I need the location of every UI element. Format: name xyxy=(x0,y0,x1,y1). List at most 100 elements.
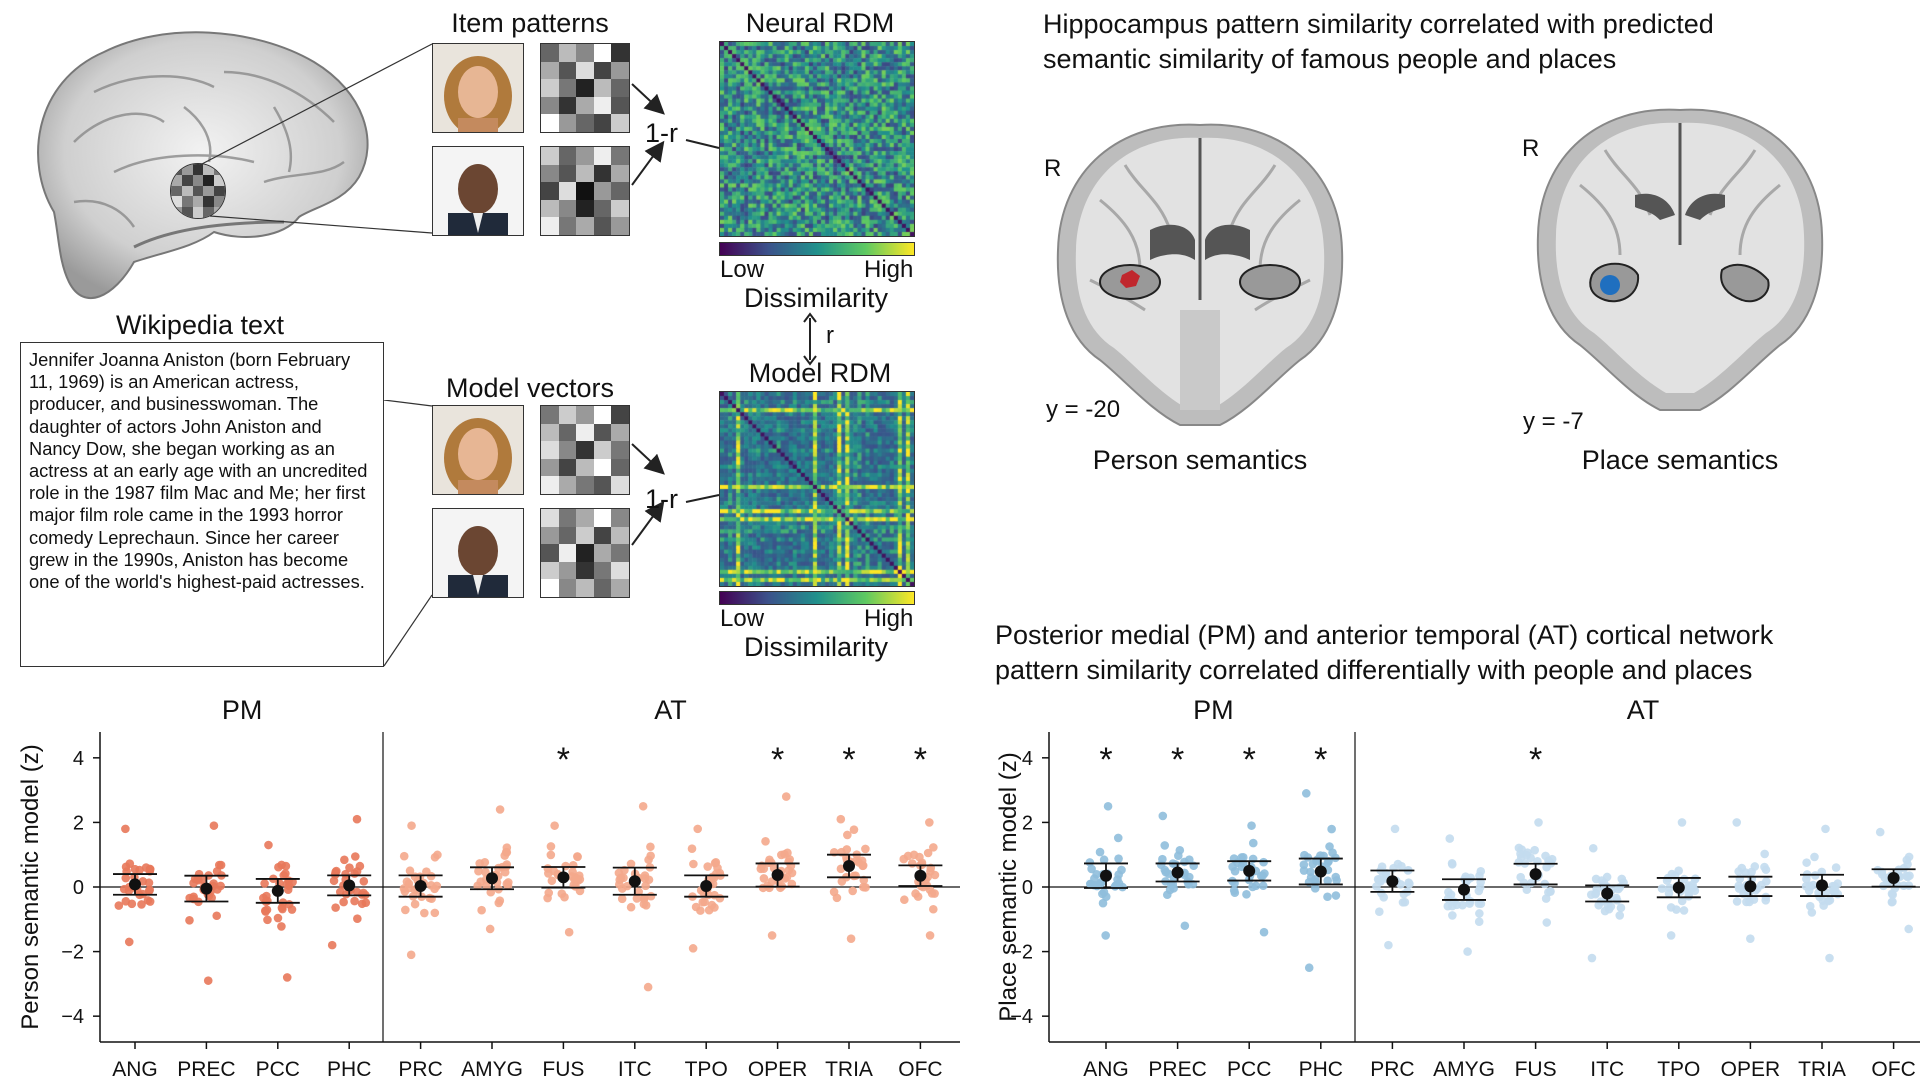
data-point xyxy=(700,897,709,907)
data-point xyxy=(1534,818,1543,827)
x-tick-label: ITC xyxy=(1590,1058,1624,1080)
data-point xyxy=(1616,903,1626,913)
data-point xyxy=(1474,886,1484,896)
data-point xyxy=(644,875,654,885)
mean-marker xyxy=(1529,868,1542,881)
data-point xyxy=(781,792,791,801)
y-tick-label: −2 xyxy=(61,942,84,964)
data-point xyxy=(114,901,124,910)
orientation-label-left: R xyxy=(1044,155,1062,182)
data-point xyxy=(1829,888,1839,897)
data-point xyxy=(495,805,505,814)
model-rdm-label: Model RDM xyxy=(748,358,892,388)
data-point xyxy=(632,894,642,903)
data-point xyxy=(1384,940,1393,950)
mean-marker xyxy=(414,880,427,893)
one-minus-r-top: 1-r xyxy=(645,118,678,148)
x-tick-label: PREC xyxy=(1148,1058,1206,1080)
data-point xyxy=(1888,897,1897,906)
group-label-pm: PM xyxy=(222,695,263,725)
data-point xyxy=(1904,924,1913,934)
category-amyg xyxy=(470,805,514,934)
data-point xyxy=(547,876,557,886)
mean-marker xyxy=(914,869,927,882)
data-point xyxy=(777,850,786,860)
data-point xyxy=(1530,845,1540,855)
data-point xyxy=(278,904,287,914)
data-point xyxy=(425,893,434,903)
x-tick-label: OFC xyxy=(1871,1058,1915,1080)
category-ofc xyxy=(1871,827,1916,934)
data-point xyxy=(1761,896,1771,905)
data-point xyxy=(1476,899,1486,909)
group-label-at: AT xyxy=(1627,695,1660,725)
correlation-arrow xyxy=(803,312,817,366)
data-point xyxy=(1677,818,1687,827)
data-point xyxy=(1734,881,1744,891)
data-point xyxy=(1259,857,1268,867)
data-point xyxy=(1825,953,1834,963)
x-tick-label: PREC xyxy=(177,1058,235,1080)
data-point xyxy=(1323,858,1333,867)
data-point xyxy=(284,876,293,885)
data-point xyxy=(1474,917,1484,927)
y-tick-label: 4 xyxy=(73,748,84,770)
data-point xyxy=(573,852,582,862)
mean-marker xyxy=(771,869,784,882)
data-point xyxy=(1092,869,1101,879)
mean-marker xyxy=(200,882,213,895)
data-point xyxy=(1405,879,1414,889)
colorbar-model xyxy=(719,591,915,605)
data-point xyxy=(689,859,698,869)
data-point xyxy=(420,908,429,918)
data-point xyxy=(1606,902,1616,911)
data-point xyxy=(1447,901,1457,911)
category-prec xyxy=(184,821,229,985)
wikipedia-paragraph: Jennifer Joanna Aniston (born February 1… xyxy=(20,342,384,667)
slice-label-right: y = -7 xyxy=(1523,408,1584,435)
data-point xyxy=(1665,883,1674,893)
category-oper xyxy=(755,792,800,940)
data-point xyxy=(185,893,194,903)
data-point xyxy=(1458,900,1467,910)
data-point xyxy=(144,878,154,888)
data-point xyxy=(212,911,222,921)
hippocampus-title-line1: Hippocampus pattern similarity correlate… xyxy=(1043,9,1714,39)
data-point xyxy=(1400,897,1410,907)
data-point xyxy=(1517,845,1526,854)
data-point xyxy=(1546,887,1555,896)
data-point xyxy=(1160,841,1170,850)
significance-star: * xyxy=(771,741,784,779)
data-point xyxy=(144,886,154,896)
data-point xyxy=(480,857,490,867)
mean-marker xyxy=(1887,871,1900,884)
data-point xyxy=(399,851,409,861)
data-point xyxy=(1447,858,1457,868)
category-tria xyxy=(1800,824,1844,963)
orientation-label-right: R xyxy=(1522,135,1540,162)
data-point xyxy=(1522,850,1531,860)
network-title-line2: pattern similarity correlated differenti… xyxy=(995,655,1753,685)
data-point xyxy=(261,907,270,916)
data-point xyxy=(130,864,140,874)
y-tick-label: 0 xyxy=(1022,877,1033,899)
mean-marker xyxy=(129,878,141,891)
category-ofc xyxy=(898,818,943,940)
data-point xyxy=(1591,889,1600,899)
data-point xyxy=(1677,896,1687,906)
model-rdm-matrix xyxy=(719,391,915,587)
category-prc xyxy=(1370,824,1415,950)
x-tick-label: PCC xyxy=(256,1058,300,1080)
data-point xyxy=(926,866,935,876)
data-point xyxy=(543,864,553,873)
data-point xyxy=(482,881,491,890)
data-point xyxy=(1098,898,1108,908)
mean-marker xyxy=(1243,864,1256,877)
data-point xyxy=(693,824,703,834)
data-point xyxy=(1444,887,1453,897)
category-itc xyxy=(1585,843,1630,963)
x-tick-label: PRC xyxy=(1370,1058,1414,1080)
data-point xyxy=(1323,876,1333,885)
x-tick-label: PHC xyxy=(1299,1058,1343,1080)
data-point xyxy=(930,889,939,898)
